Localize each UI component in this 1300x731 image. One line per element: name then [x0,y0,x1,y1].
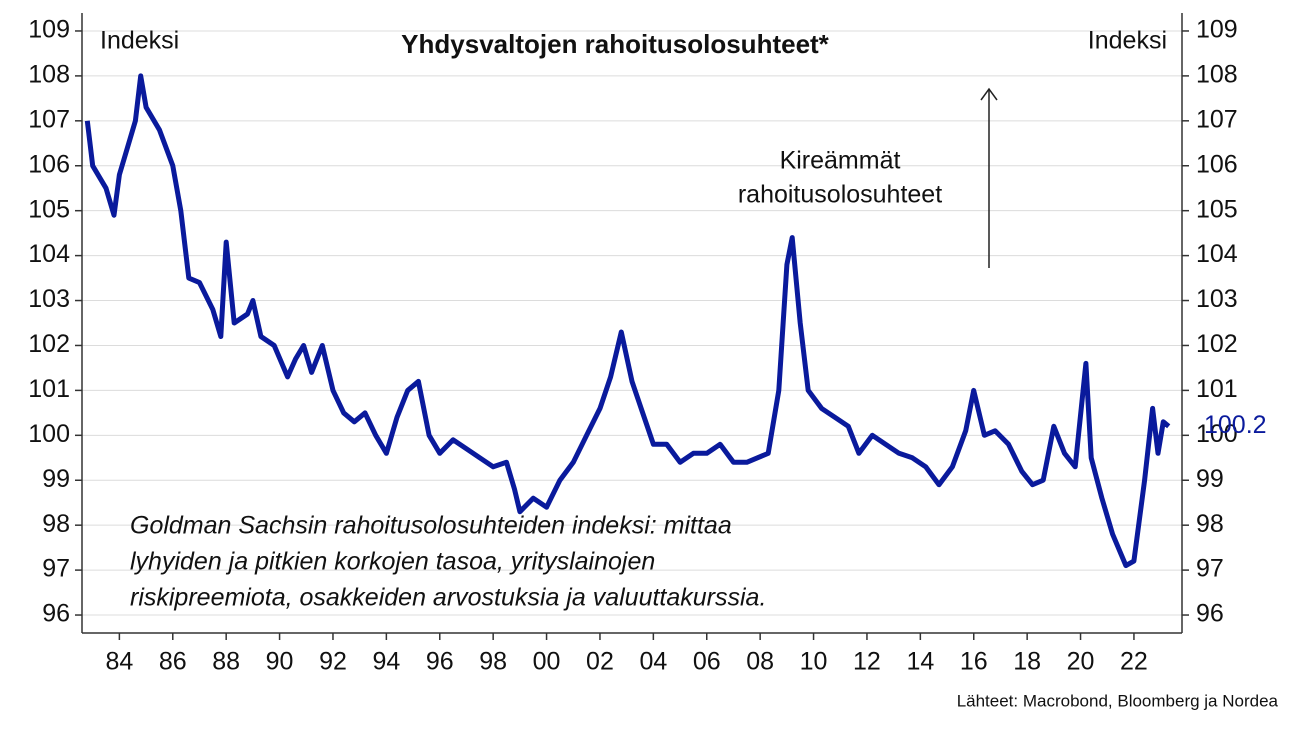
x-tick-label: 18 [1013,648,1041,676]
y2-tick-label: 100 [1196,420,1238,448]
y2-tick-label: 104 [1196,240,1238,268]
x-tick-label: 86 [159,648,187,676]
y2-axis-label: Indeksi [1088,27,1167,55]
x-tick-label: 20 [1067,648,1095,676]
x-tick-label: 14 [906,648,934,676]
y-tick-label: 100 [28,420,70,448]
x-tick-label: 04 [639,648,667,676]
y-tick-label: 98 [42,510,70,538]
x-tick-label: 22 [1120,648,1148,676]
y-tick-label: 109 [28,16,70,44]
arrow-head [980,87,998,101]
note: riskipreemiota, osakkeiden arvostuksia j… [130,584,766,612]
y-tick-label: 107 [28,105,70,133]
y2-tick-label: 109 [1196,16,1238,44]
y2-tick-label: 103 [1196,285,1238,313]
x-tick-label: 00 [533,648,561,676]
line-series [84,73,1171,569]
x-tick-label: 96 [426,648,454,676]
y2-tick-label: 105 [1196,195,1238,223]
y2-tick-label: 108 [1196,61,1238,89]
x-tick-label: 08 [746,648,774,676]
x-tick-label: 90 [266,648,294,676]
x-tick-label: 88 [212,648,240,676]
y-tick-label: 102 [28,330,70,358]
y-tick-label: 97 [42,555,70,583]
note: lyhyiden ja pitkien korkojen tasoa, yrit… [130,548,655,576]
y-tick-label: 99 [42,465,70,493]
y2-tick-label: 97 [1196,555,1224,583]
x-tick-label: 98 [479,648,507,676]
x-tick-label: 10 [800,648,828,676]
source: Lähteet: Macrobond, Bloomberg ja Nordea [957,691,1279,710]
y-tick-label: 106 [28,150,70,178]
y2-tick-label: 96 [1196,600,1224,628]
y2-tick-label: 107 [1196,105,1238,133]
annotation: rahoitusolosuhteet [738,181,942,209]
x-tick-label: 94 [372,648,400,676]
y-tick-label: 108 [28,61,70,89]
y-axis-label: Indeksi [100,27,179,55]
y-tick-label: 96 [42,600,70,628]
x-tick-label: 92 [319,648,347,676]
y2-tick-label: 101 [1196,375,1238,403]
end-value-label: 100.2 [1204,411,1267,439]
y-tick-label: 103 [28,285,70,313]
note: Goldman Sachsin rahoitusolosuhteiden ind… [130,512,732,540]
x-tick-label: 02 [586,648,614,676]
x-tick-label: 84 [105,648,133,676]
y-tick-label: 101 [28,375,70,403]
x-tick-label: 16 [960,648,988,676]
x-tick-label: 06 [693,648,721,676]
y2-tick-label: 98 [1196,510,1224,538]
y-tick-label: 104 [28,240,70,268]
y-tick-label: 105 [28,195,70,223]
y2-tick-label: 99 [1196,465,1224,493]
y2-tick-label: 106 [1196,150,1238,178]
annotation: Kireämmät [780,147,901,175]
y2-tick-label: 102 [1196,330,1238,358]
x-tick-label: 12 [853,648,881,676]
chart-title: Yhdysvaltojen rahoitusolosuhteet* [401,29,830,59]
